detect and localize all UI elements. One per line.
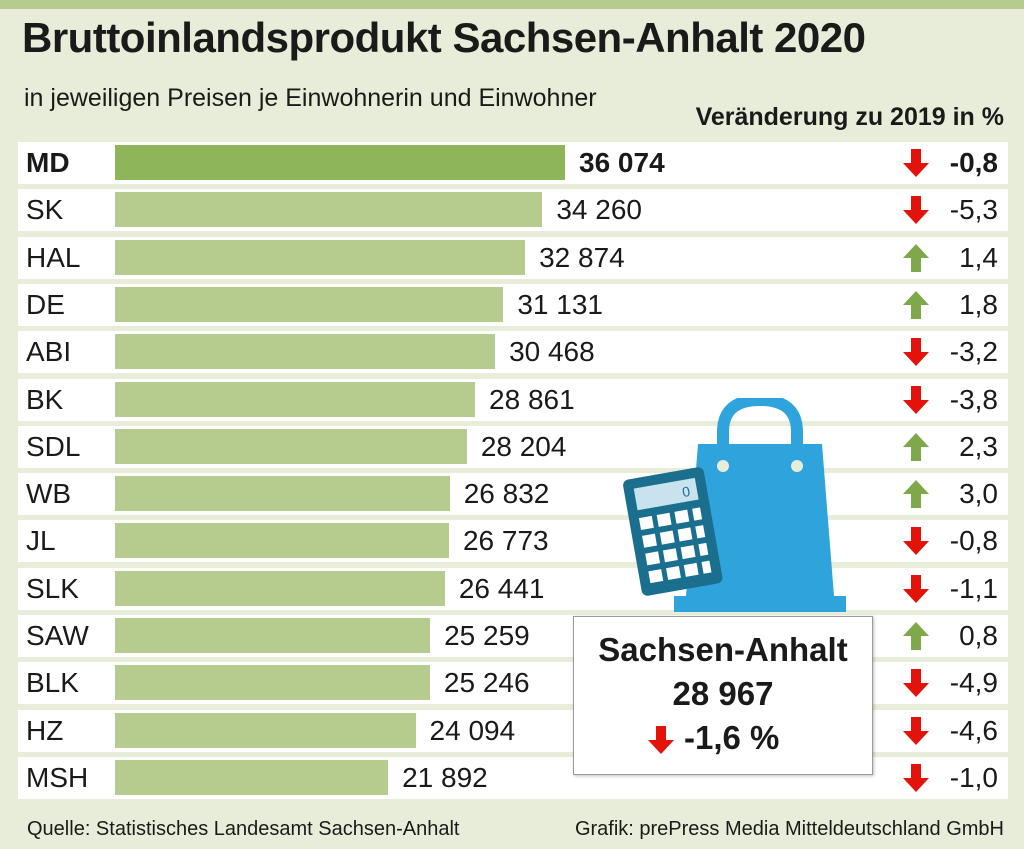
change-value: -3,8 — [949, 383, 998, 415]
bar — [115, 428, 467, 464]
bar — [115, 381, 476, 417]
row-label: SDL — [26, 430, 81, 462]
bar — [115, 239, 526, 275]
arrow-down-icon — [903, 149, 929, 177]
bar-value-label: 26 832 — [463, 478, 550, 510]
arrow-up-icon — [903, 480, 929, 509]
bar-value-label: 25 259 — [444, 620, 530, 651]
bar-value-label: 21 892 — [402, 761, 488, 793]
chart-title: Bruttoinlandsprodukt Sachsen-Anhalt 2020 — [22, 14, 866, 61]
row-label: BLK — [26, 667, 79, 699]
bar — [115, 759, 389, 795]
change-value: -1,1 — [949, 572, 998, 604]
bar-value-label: 34 260 — [556, 194, 642, 226]
bar-value-label: 26 441 — [458, 572, 545, 604]
row-label: MSH — [26, 761, 89, 793]
table-row: MSH 21 892 -1,0 — [18, 756, 1008, 799]
bar-value-label: 32 874 — [539, 241, 625, 273]
summary-change: -1,6 % — [684, 719, 780, 756]
arrow-up-icon — [903, 290, 929, 319]
row-label: HZ — [26, 714, 64, 746]
table-row: MD 36 074 -0,8 — [18, 142, 1008, 184]
change-value: -0,8 — [949, 147, 998, 178]
arrow-down-icon — [903, 763, 929, 792]
bar-value-label: 36 074 — [579, 147, 665, 178]
change-value: -3,2 — [949, 336, 998, 368]
arrow-down-icon — [903, 574, 929, 603]
arrow-down-icon — [903, 669, 929, 698]
change-value: -1,0 — [949, 761, 998, 793]
change-value: 1,4 — [959, 241, 998, 273]
row-label: DE — [26, 288, 65, 320]
bar — [115, 145, 565, 180]
bar — [115, 712, 416, 748]
arrow-up-icon — [903, 432, 929, 461]
bar — [115, 618, 431, 653]
row-label: WB — [26, 478, 72, 510]
table-row: WB 26 832 3,0 — [18, 473, 1008, 516]
source-note: Quelle: Statistisches Landesamt Sachsen-… — [27, 818, 460, 840]
credit-note: Grafik: prePress Media Mitteldeutschland… — [574, 818, 1004, 840]
table-row: JL 26 773 -0,8 — [18, 520, 1008, 563]
bar — [115, 570, 445, 606]
chart-subtitle: in jeweiligen Preisen je Einwohnerin und… — [24, 84, 597, 112]
row-label: BK — [26, 383, 64, 415]
bar-value-label: 30 468 — [509, 336, 595, 368]
bar — [115, 192, 543, 228]
change-column-header: Veränderung zu 2019 in % — [695, 103, 1004, 131]
row-label: HAL — [26, 241, 81, 273]
table-row: SLK 26 441 -1,1 — [18, 567, 1008, 610]
table-row: SDL 28 204 2,3 — [18, 425, 1008, 468]
arrow-down-icon — [903, 196, 929, 225]
table-row: BK 28 861 -3,8 — [18, 378, 1008, 421]
arrow-down-icon — [903, 385, 929, 414]
bar — [115, 286, 504, 322]
table-row: SK 34 260 -5,3 — [18, 189, 1008, 232]
change-value: -4,9 — [949, 667, 998, 699]
arrow-down-icon — [648, 726, 674, 754]
bar-value-label: 31 131 — [517, 288, 603, 320]
row-label: SLK — [26, 572, 79, 604]
summary-name: Sachsen-Anhalt — [598, 631, 848, 668]
arrow-down-icon — [903, 527, 929, 556]
change-value: 3,0 — [959, 478, 998, 510]
arrow-down-icon — [903, 338, 929, 367]
bar-value-label: 26 773 — [462, 525, 549, 557]
table-row: DE 31 131 1,8 — [18, 283, 1008, 326]
summary-value: 28 967 — [672, 675, 774, 712]
bar — [115, 665, 430, 701]
svg-text:0: 0 — [681, 483, 692, 500]
change-value: 0,8 — [959, 620, 998, 651]
row-label: SK — [26, 194, 64, 226]
row-label: SAW — [26, 620, 89, 651]
bar-value-label: 24 094 — [429, 714, 516, 746]
bar-value-label: 25 246 — [443, 667, 530, 699]
bar — [115, 334, 496, 370]
arrow-up-icon — [903, 243, 929, 272]
bar-value-label: 28 204 — [480, 430, 567, 462]
summary-box: Sachsen-Anhalt 28 967 -1,6 % — [573, 616, 873, 775]
arrow-up-icon — [903, 622, 929, 650]
change-value: 1,8 — [959, 288, 998, 320]
bar — [115, 523, 449, 559]
arrow-down-icon — [903, 716, 929, 745]
change-value: -5,3 — [949, 194, 998, 226]
table-row: ABI 30 468 -3,2 — [18, 331, 1008, 374]
shopping-decoration: 0 — [623, 398, 846, 612]
bar-value-label: 28 861 — [489, 383, 575, 415]
row-label: MD — [26, 147, 70, 178]
bar — [115, 476, 450, 512]
top-accent-bar — [0, 0, 1024, 9]
row-label: JL — [26, 525, 56, 557]
change-value: -0,8 — [949, 525, 998, 557]
row-label: ABI — [26, 336, 72, 368]
calculator-icon: 0 — [623, 467, 723, 596]
shopping-bag-icon — [674, 398, 846, 612]
change-value: 2,3 — [959, 430, 998, 462]
table-row: HAL 32 874 1,4 — [18, 236, 1008, 279]
change-value: -4,6 — [949, 714, 998, 746]
